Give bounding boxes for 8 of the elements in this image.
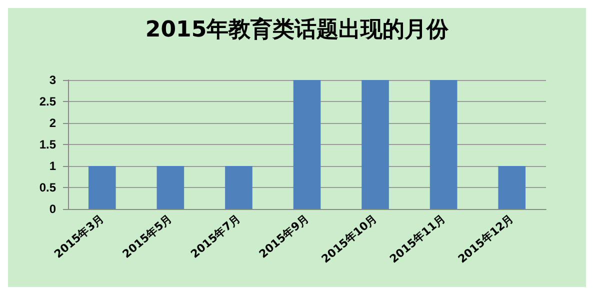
y-tick-label: 3 <box>49 73 56 87</box>
y-tick-label: 0.5 <box>39 180 56 194</box>
y-tick-label: 0 <box>49 202 56 216</box>
y-tick-label: 1.5 <box>39 138 56 152</box>
y-tick-label: 2 <box>49 116 56 130</box>
y-tick-label: 1 <box>49 159 56 173</box>
y-tick-label: 2.5 <box>39 94 56 108</box>
chart-title: 2015年教育类话题出现的月份 <box>145 16 450 42</box>
